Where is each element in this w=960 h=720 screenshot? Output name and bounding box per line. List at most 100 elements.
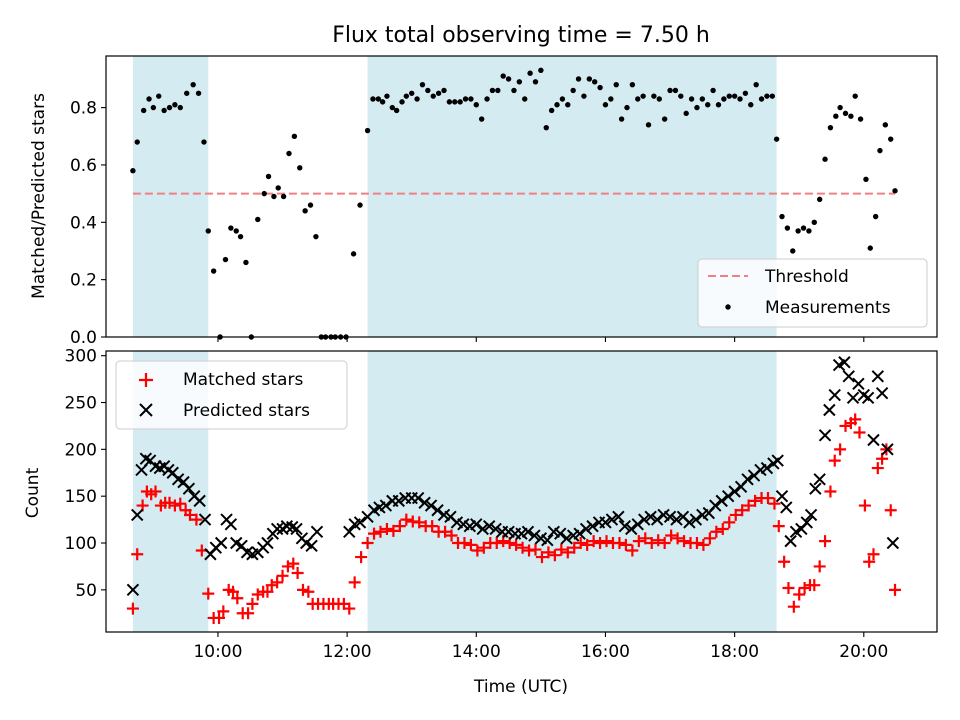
- measurement-point: [505, 76, 512, 82]
- predicted-star-point: [804, 508, 818, 522]
- matched-star-point: [368, 527, 381, 540]
- matched-star-point: [808, 579, 821, 592]
- measurement-point: [715, 102, 722, 108]
- predicted-star-point: [809, 482, 822, 495]
- predicted-star-point: [392, 494, 405, 508]
- measurement-point: [678, 93, 684, 99]
- matched-star-point: [281, 560, 294, 573]
- predicted-star-point: [528, 529, 541, 542]
- measurement-point: [425, 87, 431, 94]
- matched-star-point: [183, 508, 196, 521]
- predicted-star-point: [721, 489, 735, 503]
- matched-star-point: [626, 544, 639, 557]
- matched-star-point: [426, 520, 439, 533]
- matched-star-point: [439, 525, 452, 538]
- matched-star-point: [742, 499, 755, 512]
- measurement-point: [581, 93, 587, 99]
- matched-star-point: [355, 551, 368, 564]
- matched-star-point: [863, 555, 876, 568]
- measurement-point: [806, 228, 812, 234]
- predicted-star-point: [709, 499, 722, 512]
- predicted-star-point: [775, 489, 789, 503]
- matched-star-point: [867, 548, 880, 561]
- matched-star-point: [703, 532, 716, 545]
- observing-window-2: [367, 351, 777, 632]
- ratio-y-axis-label: Matched/Predicted stars: [29, 93, 49, 299]
- matched-star-point: [645, 537, 658, 550]
- measurement-point: [857, 116, 864, 122]
- matched-star-point: [793, 588, 806, 601]
- measurement-point: [195, 90, 202, 96]
- matched-star-point: [587, 535, 600, 548]
- predicted-star-point: [431, 504, 444, 517]
- measurement-point: [261, 190, 267, 197]
- matched-star-point: [242, 607, 255, 620]
- y-tick-label: 50: [75, 581, 97, 601]
- predicted-star-point: [881, 443, 894, 456]
- matched-star-point: [163, 496, 176, 509]
- matched-star-point: [374, 525, 387, 538]
- measurement-point: [575, 76, 582, 82]
- y-tick-label: 200: [65, 440, 97, 460]
- matched-star-point: [853, 426, 866, 439]
- predicted-star-point: [631, 518, 644, 531]
- matched-star-point: [594, 537, 607, 550]
- predicted-star-point: [353, 516, 367, 529]
- predicted-star-point: [224, 518, 238, 531]
- predicted-star-point: [424, 499, 438, 512]
- measurement-point: [364, 127, 371, 134]
- matched-star-point: [736, 504, 749, 517]
- predicted-star-point: [579, 522, 593, 536]
- count-panel-frame: [105, 350, 938, 633]
- measurement-point: [748, 102, 754, 108]
- measurement-point: [694, 104, 700, 111]
- measurement-point: [586, 76, 593, 82]
- predicted-star-point: [683, 516, 696, 529]
- measurement-point: [484, 96, 490, 102]
- matched-star-point: [174, 497, 187, 510]
- measurement-point: [478, 116, 485, 122]
- measurement-point: [565, 102, 571, 108]
- matched-star-point: [574, 537, 587, 550]
- predicted-star-point: [126, 583, 140, 597]
- matched-star-point: [619, 538, 632, 551]
- matched-star-point: [632, 535, 645, 548]
- count-panel: 10:00 12:00 14:00 16:00 18:00 20:00 50 100 150 2…: [23, 347, 938, 697]
- predicted-star-point: [886, 536, 900, 550]
- measurement-point: [827, 124, 834, 131]
- measurement-point: [280, 193, 287, 200]
- measurement-point: [462, 96, 469, 102]
- legend-matched-label: Matched stars: [183, 370, 303, 390]
- predicted-star-point: [612, 510, 625, 523]
- measurement-point: [286, 150, 292, 157]
- matched-star-point: [445, 529, 458, 542]
- predicted-star-point: [470, 518, 483, 531]
- measurement-point: [779, 213, 785, 220]
- measurement-point: [640, 93, 646, 99]
- matched-star-point: [276, 569, 289, 582]
- y-tick-label: 300: [65, 347, 97, 367]
- predicted-star-point: [670, 513, 683, 526]
- predicted-star-point: [828, 388, 841, 402]
- predicted-star-point: [715, 494, 728, 508]
- matched-star-point: [510, 538, 523, 551]
- legend-measurements-swatch: [725, 304, 731, 310]
- measurement-point: [265, 173, 272, 180]
- measurement-point: [457, 99, 463, 105]
- matched-star-point: [555, 543, 568, 556]
- measurement-point: [699, 96, 706, 102]
- predicted-star-point: [290, 522, 303, 536]
- y-tick-label: 250: [65, 394, 97, 414]
- measurement-point: [784, 225, 791, 231]
- matched-star-point: [265, 579, 278, 592]
- measurement-point: [307, 202, 314, 208]
- matched-star-point: [202, 587, 215, 600]
- measurement-point: [302, 208, 308, 214]
- predicted-star-point: [644, 510, 657, 523]
- measurement-point: [543, 124, 549, 131]
- measurement-point: [661, 116, 668, 122]
- matched-star-point: [535, 551, 548, 564]
- predicted-star-point: [193, 494, 206, 508]
- measurement-point: [172, 102, 178, 108]
- matched-star-point: [190, 513, 203, 526]
